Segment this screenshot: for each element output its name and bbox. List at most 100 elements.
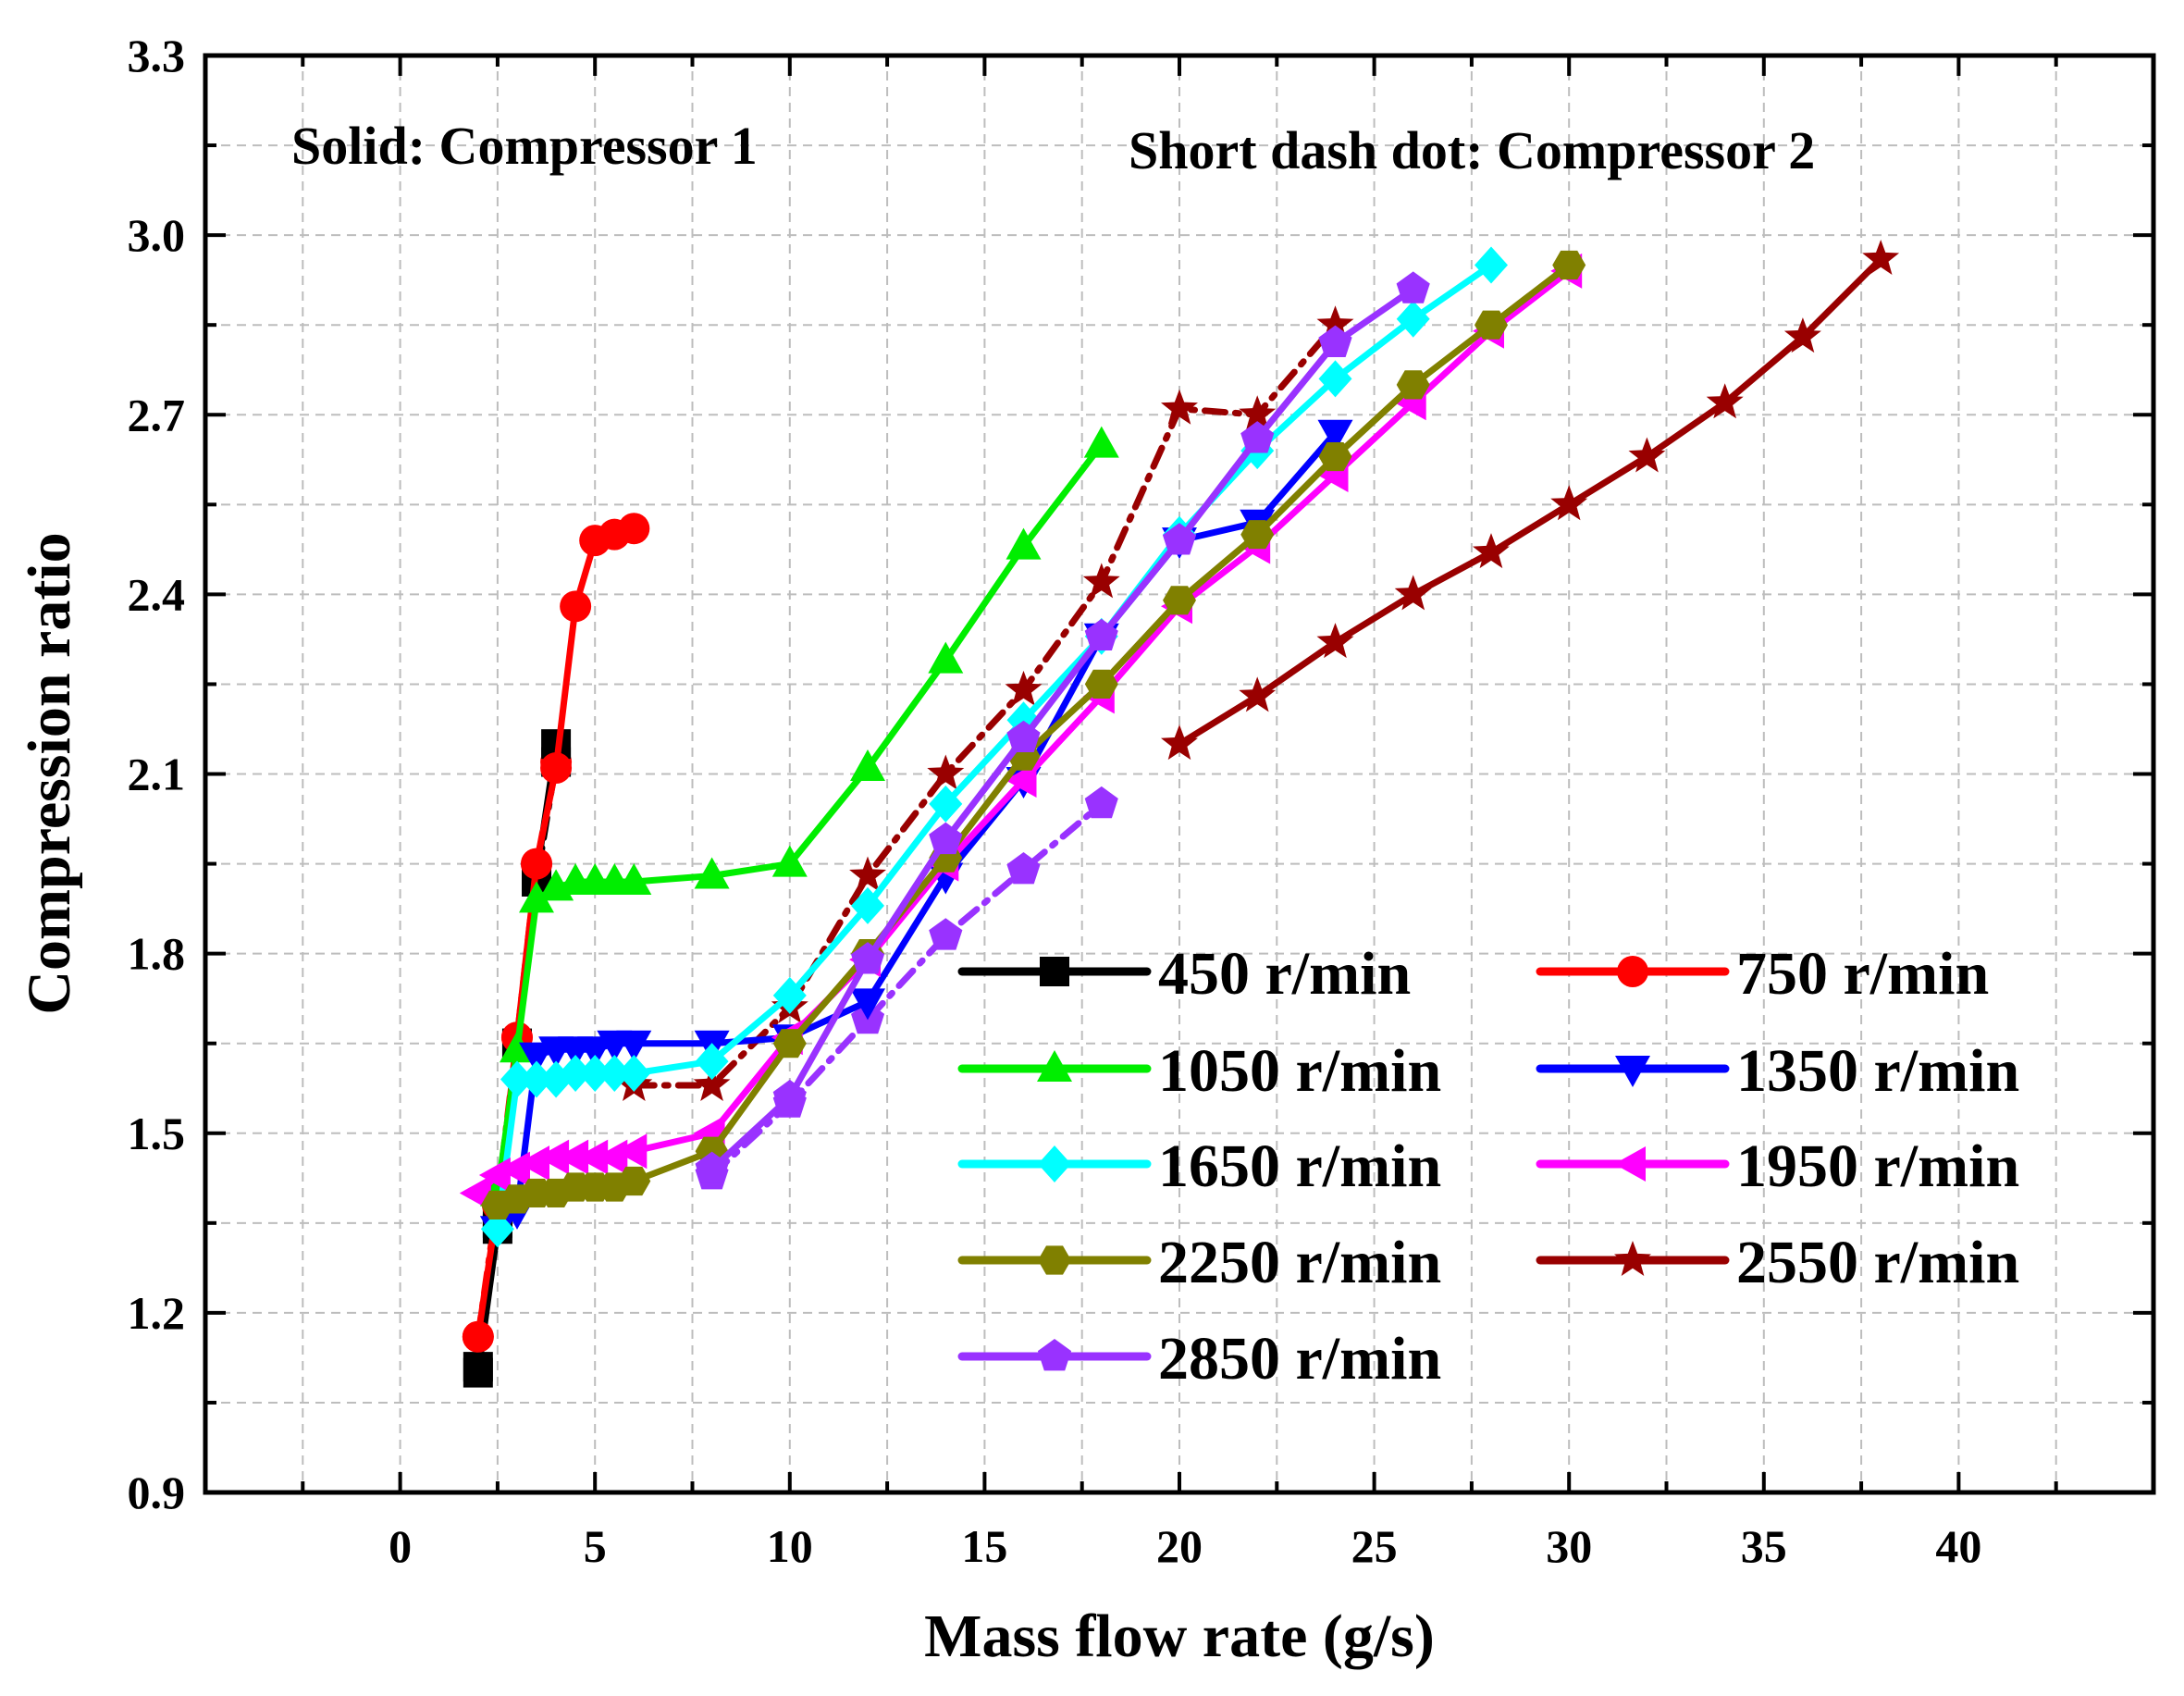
data-point bbox=[596, 1139, 628, 1175]
data-point bbox=[1318, 442, 1352, 472]
legend-swatch-marker bbox=[1615, 1056, 1650, 1087]
legend-item-1050-r-min: 1050 r/min bbox=[957, 1037, 1441, 1105]
x-tick-label: 15 bbox=[961, 1520, 1007, 1572]
data-point bbox=[1706, 383, 1744, 419]
data-point bbox=[1083, 426, 1119, 458]
data-point bbox=[617, 1055, 651, 1092]
legend-label: 1050 r/min bbox=[1158, 1037, 1441, 1105]
legend: 450 r/min 750 r/min 1050 r/min 1350 r/min 16… bbox=[957, 940, 2019, 1393]
data-point bbox=[1005, 670, 1043, 706]
data-point bbox=[478, 1157, 511, 1193]
data-point bbox=[557, 1139, 589, 1175]
data-point bbox=[540, 752, 573, 785]
data-point bbox=[1475, 246, 1508, 284]
legend-label: 1350 r/min bbox=[1736, 1037, 2019, 1105]
series-2850-r-min bbox=[695, 271, 1430, 1183]
data-point bbox=[1006, 852, 1041, 885]
annotation-solid: Solid: Compressor 1 bbox=[291, 116, 758, 176]
data-point bbox=[772, 976, 807, 1014]
data-point bbox=[1084, 618, 1118, 650]
data-point bbox=[1394, 575, 1432, 611]
data-point bbox=[1162, 523, 1197, 555]
legend-label: 2850 r/min bbox=[1158, 1325, 1441, 1393]
data-point bbox=[499, 1151, 530, 1187]
data-point bbox=[537, 1139, 570, 1175]
data-point bbox=[1082, 563, 1120, 599]
data-point bbox=[1552, 250, 1586, 280]
compressor1-series bbox=[459, 240, 1900, 1388]
series-1050-r-min bbox=[479, 426, 1119, 1207]
legend-item-1350-r-min: 1350 r/min bbox=[1536, 1037, 2019, 1105]
data-point bbox=[1628, 437, 1666, 473]
y-tick-label: 0.9 bbox=[128, 1467, 186, 1518]
data-point bbox=[519, 1042, 554, 1074]
data-point bbox=[1473, 533, 1510, 569]
x-tick-label: 40 bbox=[1935, 1520, 1981, 1572]
legend-swatch-marker bbox=[1037, 1339, 1072, 1371]
data-point bbox=[1550, 485, 1588, 521]
data-point bbox=[1240, 421, 1275, 453]
y-tick-label: 1.2 bbox=[128, 1287, 186, 1339]
legend-swatch-marker bbox=[1040, 957, 1069, 986]
legend-label: 1950 r/min bbox=[1736, 1133, 2019, 1200]
series-2550-r-min bbox=[1161, 240, 1900, 761]
legend-item-750-r-min: 750 r/min bbox=[1536, 940, 1989, 1008]
axis-ticks: 0 5 10 15 20 25 30 35 40 0.9 1.2 1.5 1.8 2.1 2.4 2.7 3.0… bbox=[128, 30, 2153, 1572]
data-point bbox=[772, 1029, 807, 1058]
legend-item-2850-r-min: 2850 r/min bbox=[957, 1325, 1441, 1393]
data-point bbox=[1006, 527, 1042, 560]
data-point bbox=[598, 1055, 632, 1092]
data-point bbox=[576, 1139, 609, 1175]
y-tick-label: 2.1 bbox=[128, 749, 186, 800]
legend-label: 1650 r/min bbox=[1158, 1133, 1441, 1200]
data-point bbox=[1163, 586, 1196, 615]
data-point bbox=[1318, 325, 1352, 357]
x-tick-label: 20 bbox=[1156, 1520, 1203, 1572]
data-point bbox=[693, 1066, 731, 1101]
data-point bbox=[1240, 520, 1275, 550]
legend-label: 450 r/min bbox=[1158, 940, 1411, 1008]
data-point bbox=[851, 942, 885, 974]
y-axis-title: Compression ratio bbox=[16, 532, 83, 1014]
data-point bbox=[1084, 786, 1118, 819]
data-point bbox=[578, 1055, 612, 1092]
data-point bbox=[772, 1079, 807, 1112]
data-point bbox=[1317, 419, 1353, 452]
data-point bbox=[694, 857, 730, 889]
data-point bbox=[1316, 305, 1354, 341]
series-line bbox=[709, 285, 1417, 1173]
annotation-dashdot: Short dash dot: Compressor 2 bbox=[1129, 120, 1815, 180]
data-point bbox=[851, 886, 884, 924]
data-point bbox=[1475, 310, 1508, 340]
data-point bbox=[1006, 720, 1041, 752]
data-point bbox=[618, 513, 650, 545]
data-point bbox=[616, 1030, 652, 1062]
data-point bbox=[1005, 762, 1037, 798]
data-point bbox=[1084, 669, 1118, 699]
data-point bbox=[615, 1133, 648, 1170]
x-tick-label: 35 bbox=[1741, 1520, 1787, 1572]
data-point bbox=[927, 754, 965, 790]
data-point bbox=[1396, 300, 1430, 338]
data-point bbox=[929, 918, 963, 950]
data-point bbox=[929, 822, 963, 855]
legend-item-1650-r-min: 1650 r/min bbox=[957, 1133, 1441, 1200]
data-point bbox=[1239, 676, 1277, 712]
data-point bbox=[521, 848, 553, 880]
x-tick-label: 30 bbox=[1546, 1520, 1592, 1572]
y-tick-label: 3.3 bbox=[128, 30, 186, 81]
data-point bbox=[928, 641, 964, 674]
data-point bbox=[480, 1210, 514, 1248]
data-point bbox=[1396, 271, 1430, 303]
data-point bbox=[1783, 317, 1821, 353]
legend-item-450-r-min: 450 r/min bbox=[957, 940, 1411, 1008]
x-axis-title: Mass flow rate (g/s) bbox=[924, 1603, 1435, 1670]
legend-swatch-marker bbox=[1614, 1241, 1651, 1276]
grid bbox=[205, 56, 2153, 1492]
data-point bbox=[1862, 240, 1900, 275]
data-point bbox=[1161, 724, 1198, 761]
data-point bbox=[518, 1145, 549, 1182]
legend-swatch-marker bbox=[1038, 1245, 1071, 1275]
data-point bbox=[617, 1166, 651, 1196]
